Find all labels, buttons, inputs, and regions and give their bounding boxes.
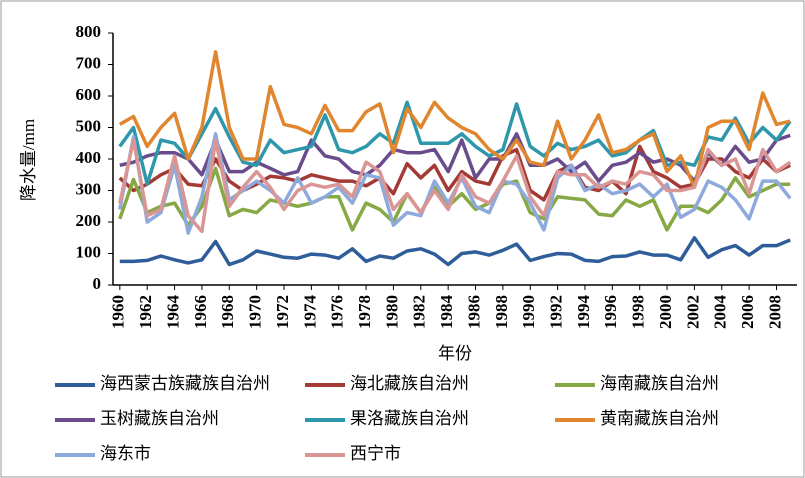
series-line <box>118 50 791 190</box>
x-tick-label: 1986 <box>464 295 483 329</box>
x-tick-label: 2002 <box>683 295 702 329</box>
x-tick-label: 1978 <box>355 295 374 329</box>
y-axis-title: 降水量/mm <box>19 119 38 201</box>
y-tick-label: 700 <box>76 53 102 72</box>
x-tick-label: 1972 <box>273 295 292 329</box>
legend-label: 黄南藏族自治州 <box>600 409 719 428</box>
y-tick-label: 0 <box>93 274 102 293</box>
x-tick-label: 1984 <box>437 295 456 330</box>
x-tick-label: 1966 <box>191 295 210 329</box>
x-tick-label: 1960 <box>109 295 128 329</box>
x-tick-label: 1974 <box>300 295 319 330</box>
x-tick-label: 1996 <box>601 295 620 329</box>
x-tick-label: 1970 <box>246 295 265 329</box>
legend-label: 海北藏族自治州 <box>350 374 469 393</box>
x-tick-label: 2006 <box>738 295 757 329</box>
x-tick-label: 1962 <box>136 295 155 329</box>
x-tick-label: 1964 <box>163 295 182 330</box>
x-tick-label: 2004 <box>711 295 730 330</box>
y-tick-label: 500 <box>76 116 102 135</box>
y-tick-label: 200 <box>76 211 102 230</box>
x-tick-label: 1982 <box>410 295 429 329</box>
x-tick-label: 2008 <box>765 295 784 329</box>
legend-label: 海东市 <box>100 444 151 463</box>
x-axis-title: 年份 <box>438 344 472 363</box>
x-tick-label: 1976 <box>328 295 347 329</box>
x-tick-label: 1980 <box>382 295 401 329</box>
series-line <box>119 236 791 267</box>
y-tick-label: 600 <box>76 85 102 104</box>
x-tick-label: 1994 <box>574 295 593 330</box>
legend-label: 海南藏族自治州 <box>600 374 719 393</box>
x-tick-label: 1998 <box>629 295 648 329</box>
series-line <box>118 144 791 202</box>
legend-label: 西宁市 <box>350 444 401 463</box>
x-tick-label: 1988 <box>492 295 511 329</box>
x-tick-label: 1990 <box>519 295 538 329</box>
series-line <box>118 100 792 186</box>
y-tick-label: 800 <box>76 22 102 41</box>
y-tick-label: 100 <box>76 242 102 261</box>
x-tick-label: 1992 <box>547 295 566 329</box>
x-tick-label: 1968 <box>218 295 237 329</box>
legend-label: 海西蒙古族藏族自治州 <box>100 374 270 393</box>
y-tick-label: 300 <box>76 179 102 198</box>
legend-label: 果洛藏族自治州 <box>350 409 469 428</box>
x-tick-label: 2000 <box>656 295 675 329</box>
series-line <box>118 138 792 234</box>
legend-label: 玉树藏族自治州 <box>100 409 219 428</box>
y-tick-label: 400 <box>76 148 102 167</box>
